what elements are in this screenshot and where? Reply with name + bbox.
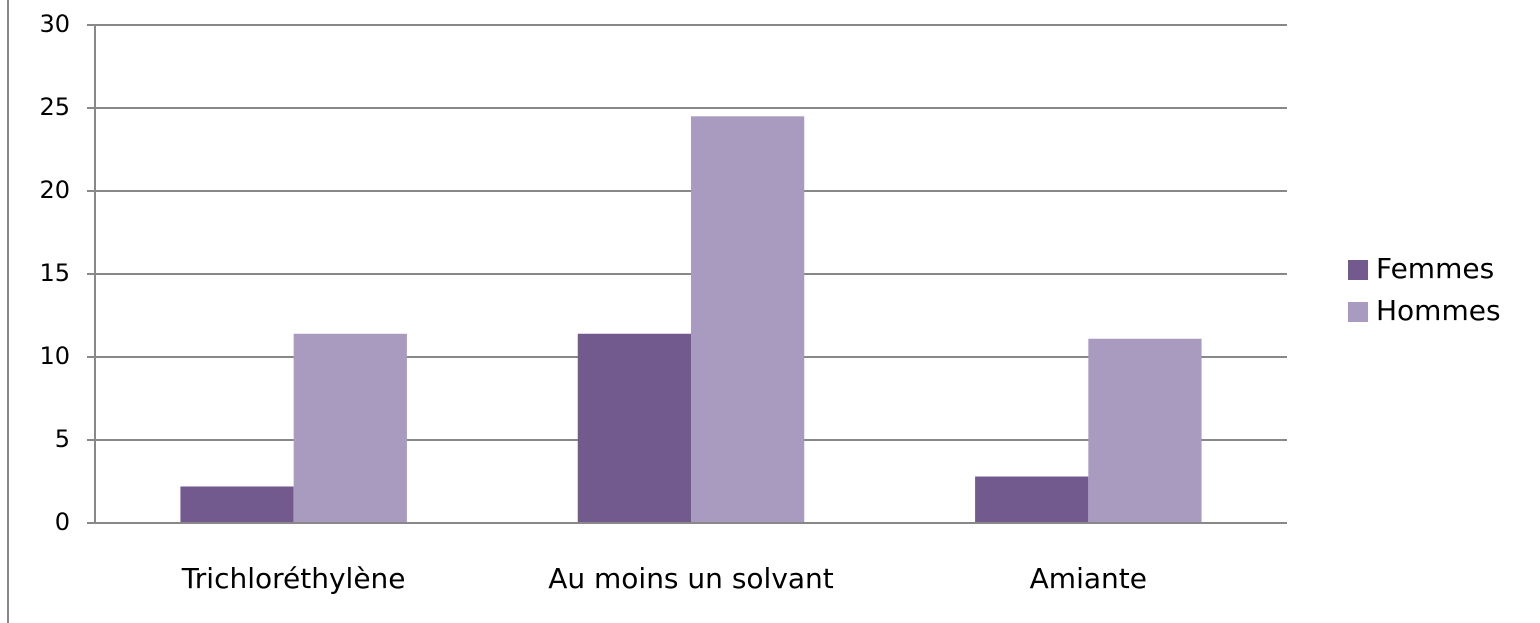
bar <box>975 476 1089 523</box>
bar <box>1088 338 1202 523</box>
y-tick-label: 30 <box>39 10 70 38</box>
y-tick-label: 20 <box>39 176 70 204</box>
x-tick-label: Au moins un solvant <box>548 562 834 595</box>
y-tick-label: 5 <box>55 425 70 453</box>
x-tick-label: Trichloréthylène <box>181 562 406 595</box>
y-tick-label: 10 <box>39 342 70 370</box>
bar <box>293 333 407 523</box>
legend-label: Hommes <box>1376 294 1501 327</box>
bar <box>180 486 294 523</box>
y-tick-label: 15 <box>39 259 70 287</box>
y-tick-label: 0 <box>55 508 70 536</box>
y-tick-label: 25 <box>39 93 70 121</box>
x-tick-label: Amiante <box>1030 562 1147 595</box>
legend-label: Femmes <box>1376 252 1494 285</box>
bar <box>691 116 805 524</box>
legend-swatch <box>1348 302 1368 322</box>
legend-swatch <box>1348 260 1368 280</box>
bar <box>577 333 691 523</box>
